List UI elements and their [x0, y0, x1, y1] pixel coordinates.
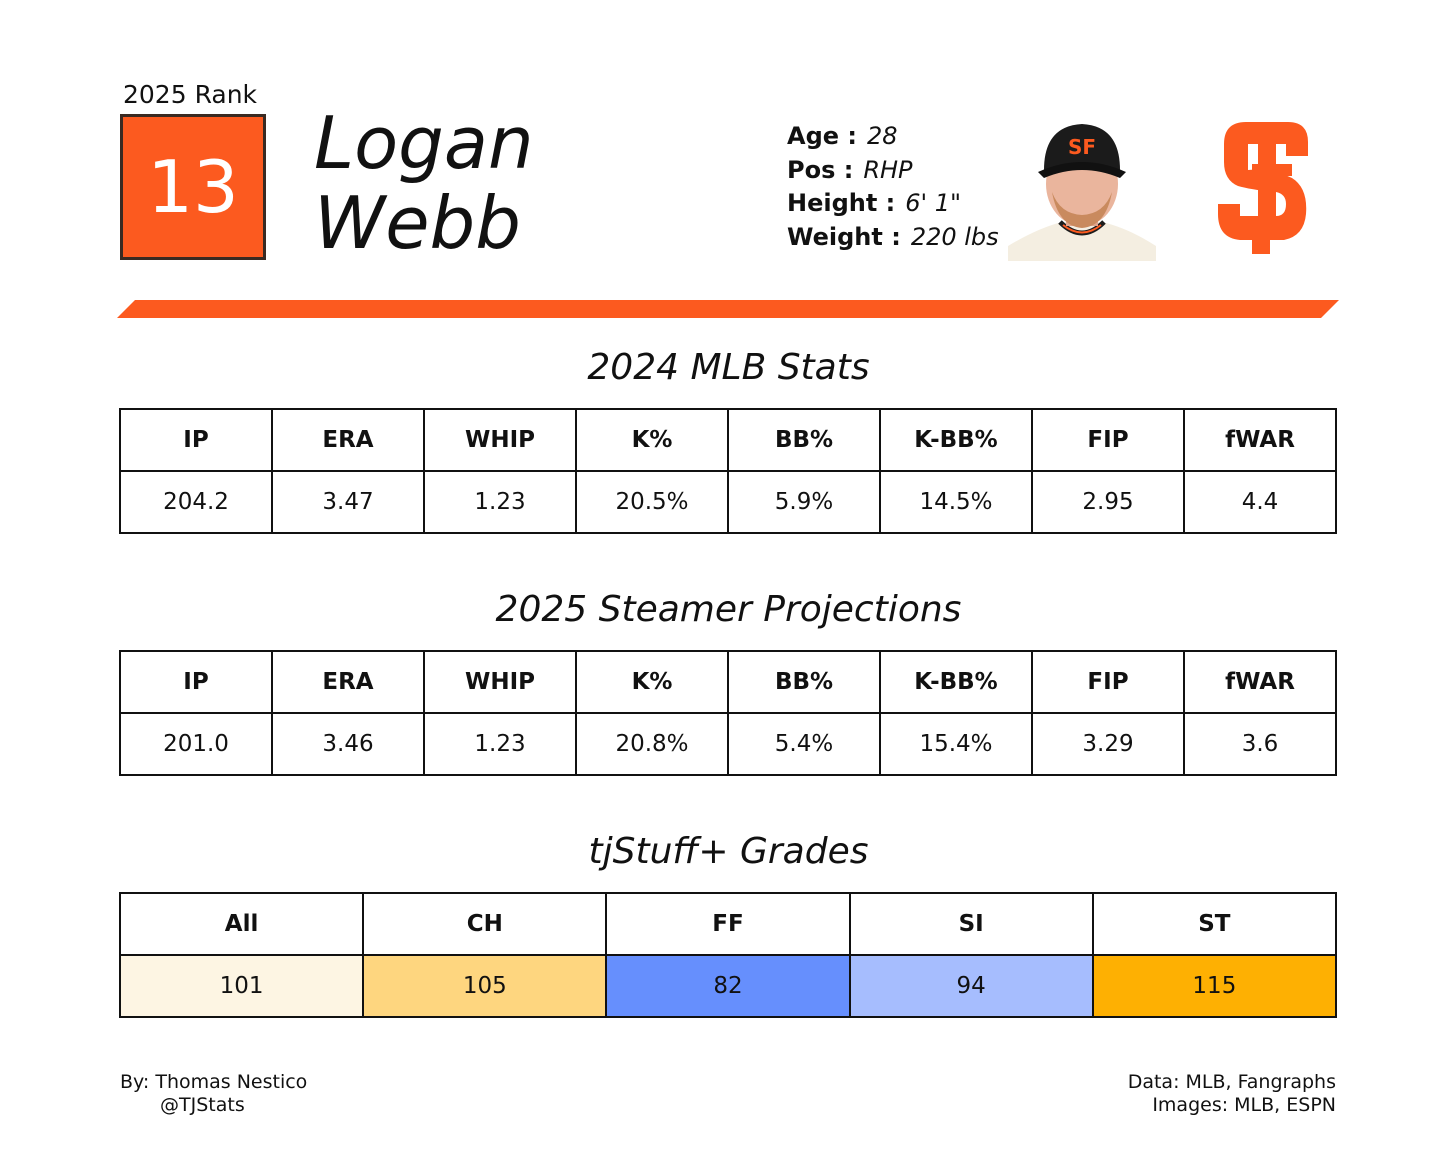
image-source: Images: MLB, ESPN — [1152, 1094, 1336, 1116]
jersey-collar-trim — [1062, 224, 1102, 234]
col-header-era: ERA — [271, 408, 425, 472]
cap-brim — [1038, 162, 1126, 178]
cell-ip: 201.0 — [119, 712, 273, 776]
col-header-st: ST — [1091, 892, 1338, 956]
cell-k-pct: 20.8% — [575, 712, 729, 776]
projections-2025-table: IP ERA WHIP K% BB% K-BB% FIP fWAR 201.0 … — [119, 650, 1337, 776]
table-row: 204.2 3.47 1.23 20.5% 5.9% 14.5% 2.95 4.… — [119, 470, 1337, 534]
col-header-ch: CH — [362, 892, 608, 956]
col-header-ff: FF — [605, 892, 851, 956]
bio-age: Age : 28 — [787, 124, 898, 148]
col-header-bb-pct: BB% — [727, 650, 881, 714]
author-credit: By: Thomas Nestico @TJStats — [120, 1071, 307, 1117]
bio-weight-value: 220 lbs — [910, 223, 999, 251]
col-header-fwar: fWAR — [1183, 650, 1337, 714]
data-source: Data: MLB, Fangraphs — [1127, 1071, 1336, 1093]
col-header-all: All — [118, 892, 365, 956]
cell-k-bb-pct: 15.4% — [879, 712, 1033, 776]
grade-si-cell: 94 — [848, 954, 1094, 1018]
grade-st-cell: 115 — [1091, 954, 1338, 1018]
cell-bb-pct: 5.9% — [727, 470, 881, 534]
col-header-whip: WHIP — [423, 408, 577, 472]
cell-k-pct: 20.5% — [575, 470, 729, 534]
grades-title: tjStuff+ Grades — [588, 831, 869, 872]
cell-ip: 204.2 — [119, 470, 273, 534]
grade-all-cell: 101 — [118, 954, 365, 1018]
bio-position: Pos : RHP — [787, 158, 913, 182]
bio-weight: Weight : 220 lbs — [787, 225, 999, 249]
cell-fwar: 4.4 — [1183, 470, 1337, 534]
table-row: 201.0 3.46 1.23 20.8% 5.4% 15.4% 3.29 3.… — [119, 712, 1337, 776]
cell-fwar: 3.6 — [1183, 712, 1337, 776]
beard — [1052, 192, 1112, 228]
source-credit: Data: MLB, Fangraphs Images: MLB, ESPN — [1128, 1071, 1336, 1117]
table-row: 101 105 82 94 115 — [118, 954, 1338, 1018]
bio-height: Height : 6' 1" — [787, 191, 961, 215]
cell-era: 3.46 — [271, 712, 425, 776]
stats-2024-table: IP ERA WHIP K% BB% K-BB% FIP fWAR 204.2 … — [119, 408, 1337, 534]
grade-ff-cell: 82 — [605, 954, 851, 1018]
col-header-ip: IP — [119, 408, 273, 472]
rank-number: 13 — [147, 145, 239, 229]
cap — [1044, 124, 1120, 170]
cell-whip: 1.23 — [423, 470, 577, 534]
team-logo-icon — [1218, 122, 1308, 254]
stats-2024-title: 2024 MLB Stats — [587, 347, 870, 388]
cell-fip: 2.95 — [1031, 470, 1185, 534]
grade-ch-cell: 105 — [362, 954, 608, 1018]
cell-fip: 3.29 — [1031, 712, 1185, 776]
header-divider — [117, 300, 1339, 318]
col-header-k-bb-pct: K-BB% — [879, 650, 1033, 714]
bio-pos-label: Pos : — [787, 156, 854, 184]
col-header-fwar: fWAR — [1183, 408, 1337, 472]
bio-height-label: Height : — [787, 189, 896, 217]
cell-era: 3.47 — [271, 470, 425, 534]
cap-logo-icon: SF — [1068, 135, 1096, 159]
col-header-fip: FIP — [1031, 408, 1185, 472]
cell-whip: 1.23 — [423, 712, 577, 776]
col-header-k-bb-pct: K-BB% — [879, 408, 1033, 472]
author-handle: @TJStats — [160, 1094, 245, 1116]
rank-label: 2025 Rank — [123, 80, 258, 109]
cell-k-bb-pct: 14.5% — [879, 470, 1033, 534]
jersey — [1008, 222, 1156, 261]
bio-height-value: 6' 1" — [905, 189, 962, 217]
bio-age-value: 28 — [866, 122, 898, 150]
col-header-si: SI — [848, 892, 1094, 956]
col-header-fip: FIP — [1031, 650, 1185, 714]
col-header-ip: IP — [119, 650, 273, 714]
rank-badge: 13 — [120, 114, 266, 260]
col-header-k-pct: K% — [575, 408, 729, 472]
col-header-bb-pct: BB% — [727, 408, 881, 472]
bio-pos-value: RHP — [863, 156, 913, 184]
player-first-name: Logan — [314, 101, 534, 185]
cell-bb-pct: 5.4% — [727, 712, 881, 776]
projections-2025-title: 2025 Steamer Projections — [495, 589, 962, 630]
col-header-whip: WHIP — [423, 650, 577, 714]
col-header-era: ERA — [271, 650, 425, 714]
bio-age-label: Age : — [787, 122, 857, 150]
table-header-row: IP ERA WHIP K% BB% K-BB% FIP fWAR — [119, 650, 1337, 714]
grades-table: All CH FF SI ST 101 105 82 94 115 — [118, 892, 1338, 1018]
author-name: By: Thomas Nestico — [120, 1071, 308, 1093]
table-header-row: IP ERA WHIP K% BB% K-BB% FIP fWAR — [119, 408, 1337, 472]
bio-weight-label: Weight : — [787, 223, 901, 251]
col-header-k-pct: K% — [575, 650, 729, 714]
player-last-name: Webb — [314, 181, 521, 265]
table-header-row: All CH FF SI ST — [118, 892, 1338, 956]
player-headshot: SF — [1008, 124, 1156, 261]
